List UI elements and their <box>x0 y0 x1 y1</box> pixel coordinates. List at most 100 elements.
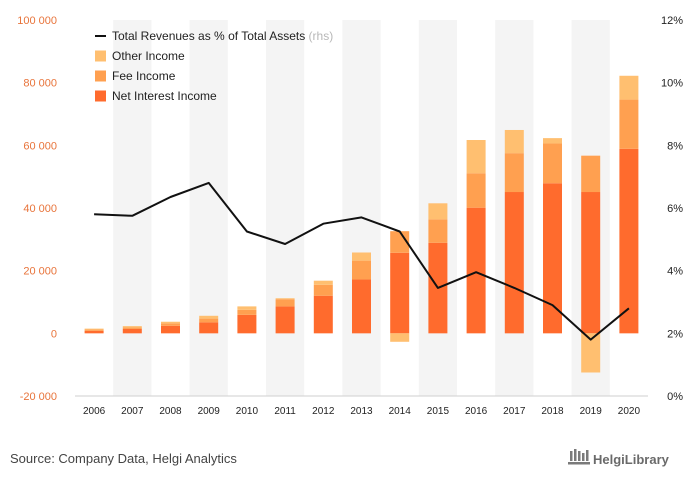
bar-net-interest-income-2020 <box>619 148 639 334</box>
y2-tick-label: 8% <box>667 140 683 152</box>
y2-tick-label: 12% <box>661 15 683 27</box>
source-note: Source: Company Data, Helgi Analytics <box>10 451 237 466</box>
bar-other-income-2013 <box>352 252 371 261</box>
y-tick-label: 60 000 <box>23 140 57 152</box>
legend: Total Revenues as % of Total Assets (rhs… <box>95 29 333 103</box>
legend-item: Other Income <box>95 49 185 63</box>
bar-other-income-2010 <box>237 306 257 310</box>
bar-fee-income-2018 <box>543 143 562 184</box>
bar-fee-income-2010 <box>237 309 257 315</box>
legend-item: Total Revenues as % of Total Assets (rhs… <box>95 29 333 43</box>
legend-label: Net Interest Income <box>112 89 217 103</box>
bar-fee-income-2006 <box>84 329 104 331</box>
bar-other-income-2012 <box>313 280 333 285</box>
x-tick-label: 2019 <box>580 406 603 417</box>
bar-net-interest-income-2007 <box>122 328 142 334</box>
y-tick-label: 100 000 <box>17 15 57 27</box>
brand-name: HelgiLibrary <box>593 452 670 467</box>
x-tick-label: 2009 <box>198 406 221 417</box>
library-icon <box>568 449 590 465</box>
y2-tick-label: 10% <box>661 78 683 90</box>
legend-swatch <box>95 90 106 102</box>
y2-tick-label: 6% <box>667 203 683 215</box>
x-tick-label: 2012 <box>312 406 335 417</box>
column-band <box>266 20 305 396</box>
legend-label: Other Income <box>112 49 185 63</box>
x-tick-label: 2011 <box>274 406 296 417</box>
bar-net-interest-income-2012 <box>313 295 333 334</box>
y-tick-label: 20 000 <box>23 266 57 278</box>
y2-tick-label: 0% <box>667 391 683 403</box>
bar-other-income-2007 <box>122 326 142 328</box>
bar-other-income-2009 <box>199 315 219 319</box>
bar-fee-income-2015 <box>428 219 448 243</box>
bar-net-interest-income-2013 <box>352 279 371 334</box>
bar-other-income-2016 <box>466 140 486 174</box>
bar-other-income-2017 <box>504 129 524 154</box>
y2-tick-label: 2% <box>667 328 683 340</box>
line-series <box>94 181 630 341</box>
bar-fee-income-2011 <box>275 299 295 307</box>
revenue-ratio-line <box>94 181 630 341</box>
column-band <box>189 20 228 396</box>
bar-fee-income-2008 <box>161 323 180 326</box>
bar-fee-income-2014 <box>390 231 410 253</box>
column-band <box>113 20 152 396</box>
x-tick-label: 2007 <box>121 406 144 417</box>
legend-item: Fee Income <box>95 69 176 83</box>
bar-fee-income-2009 <box>199 318 219 323</box>
bar-other-income-2020 <box>619 75 639 100</box>
bar-other-income-2008 <box>161 321 180 324</box>
bar-other-income-2019 <box>581 333 601 373</box>
y-tick-label: -20 000 <box>20 391 57 403</box>
bar-fee-income-2007 <box>122 327 142 329</box>
bar-fee-income-2012 <box>313 284 333 296</box>
x-tick-label: 2018 <box>541 406 564 417</box>
bar-fee-income-2013 <box>352 260 371 280</box>
bar-other-income-2014 <box>390 333 410 342</box>
bar-other-income-2015 <box>428 203 448 220</box>
bar-series <box>84 75 639 373</box>
helgi-logo: HelgiLibrary <box>568 449 670 467</box>
bar-other-income-2011 <box>275 298 295 300</box>
bar-net-interest-income-2019 <box>581 192 601 334</box>
bar-fee-income-2017 <box>504 153 524 193</box>
bar-net-interest-income-2014 <box>390 252 410 334</box>
x-tick-label: 2013 <box>350 406 373 417</box>
y-tick-label: 40 000 <box>23 203 57 215</box>
y-tick-label: 0 <box>51 328 57 340</box>
legend-label: Fee Income <box>112 69 176 83</box>
bar-net-interest-income-2006 <box>84 330 104 334</box>
legend-axis-note: (rhs) <box>305 29 333 43</box>
x-tick-label: 2016 <box>465 406 488 417</box>
x-tick-label: 2015 <box>427 406 450 417</box>
bar-fee-income-2020 <box>619 99 639 149</box>
bar-fee-income-2016 <box>466 173 486 208</box>
bar-net-interest-income-2010 <box>237 314 257 334</box>
bar-net-interest-income-2017 <box>504 192 524 334</box>
x-tick-label: 2010 <box>236 406 259 417</box>
bar-net-interest-income-2008 <box>161 325 180 334</box>
column-band <box>342 20 381 396</box>
bar-other-income-2006 <box>84 328 104 330</box>
bar-net-interest-income-2016 <box>466 207 486 334</box>
legend-swatch <box>95 70 106 82</box>
x-tick-label: 2014 <box>389 406 412 417</box>
bar-net-interest-income-2009 <box>199 322 219 334</box>
y2-tick-label: 4% <box>667 266 683 278</box>
x-tick-label: 2006 <box>83 406 106 417</box>
y-tick-label: 80 000 <box>23 78 57 90</box>
bar-fee-income-2019 <box>581 155 601 193</box>
x-tick-label: 2008 <box>159 406 182 417</box>
legend-label: Total Revenues as % of Total Assets (rhs… <box>112 29 333 43</box>
bar-net-interest-income-2011 <box>275 306 295 334</box>
legend-item: Net Interest Income <box>95 89 217 103</box>
x-tick-label: 2020 <box>618 406 641 417</box>
legend-swatch <box>95 50 106 62</box>
x-tick-label: 2017 <box>503 406 526 417</box>
axes: 2006 2007 2008 2009 2010 2011 2012 2013 2014 2015… <box>17 15 683 417</box>
bar-other-income-2018 <box>543 138 562 144</box>
bar-net-interest-income-2018 <box>543 183 562 334</box>
